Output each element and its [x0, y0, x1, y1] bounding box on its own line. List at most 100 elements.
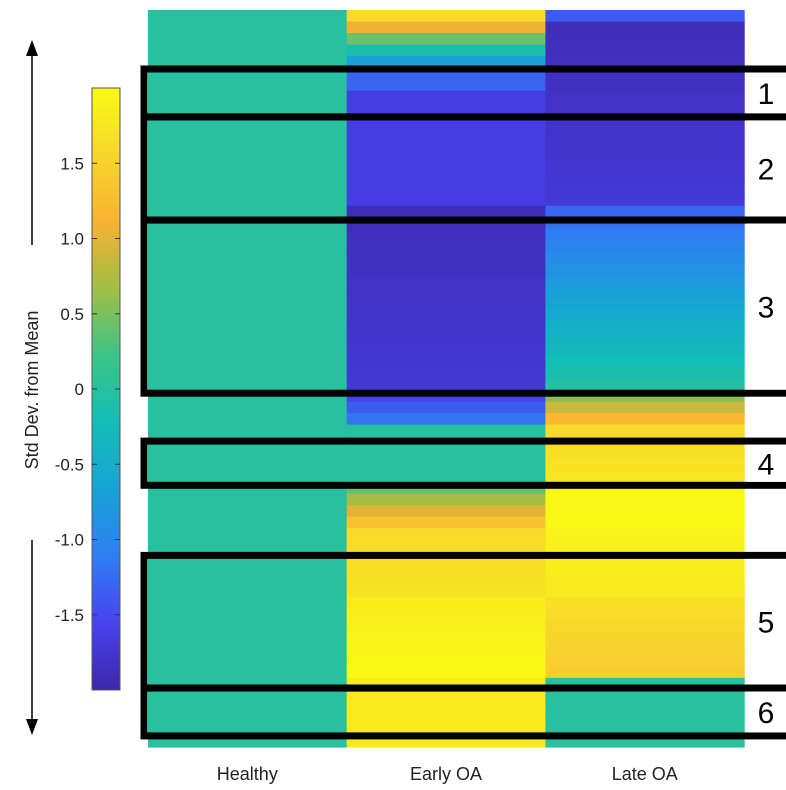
colorbar-tick-label: 1.0 [60, 230, 84, 249]
heatmap-cell [148, 631, 348, 644]
heatmap-cell [545, 620, 745, 633]
heatmap-cell [545, 297, 745, 311]
heatmap-cell [148, 320, 348, 334]
heatmap-cell [545, 366, 745, 380]
region-box [140, 684, 786, 740]
heatmap-cell [545, 470, 745, 483]
heatmap-cell [346, 574, 546, 587]
heatmap-cell [346, 643, 546, 656]
heatmap-cell [346, 447, 546, 460]
heatmap-cell [148, 689, 348, 702]
heatmap-cell [545, 712, 745, 725]
heatmap-cell [545, 274, 745, 287]
heatmap-cell [545, 689, 745, 702]
heatmap-cell [545, 228, 745, 241]
heatmap-cell [148, 343, 348, 357]
heatmap-cell [346, 585, 546, 598]
colorbar-tick-label: -1.5 [55, 606, 84, 625]
x-axis-label: Late OA [612, 764, 678, 784]
heatmap-cell [346, 378, 546, 391]
heatmap-cell [148, 620, 348, 633]
heatmap-cell [346, 251, 546, 264]
heatmap-cell [545, 148, 745, 161]
heatmap-cell [148, 712, 348, 725]
region-label-bg [747, 444, 786, 482]
heatmap-cell [346, 712, 546, 725]
heatmap-cell [148, 666, 348, 679]
heatmap-cell [545, 240, 745, 253]
heatmap-cell [545, 10, 745, 23]
colorbar-tick-label: -1.0 [55, 531, 84, 550]
heatmap-cell [545, 79, 745, 92]
heatmap-cell [545, 251, 745, 264]
heatmap-cell [346, 297, 546, 311]
heatmap-cell [545, 528, 745, 541]
heatmap-cell [545, 401, 745, 414]
heatmap-cell [148, 90, 348, 103]
heatmap-cell [545, 493, 745, 506]
heatmap-cell [545, 378, 745, 391]
heatmap-cell [148, 251, 348, 264]
heatmap-cell [545, 205, 745, 218]
heatmap-cell [148, 608, 348, 621]
heatmap-cell [545, 459, 745, 472]
heatmap-cell [346, 171, 546, 184]
region-label: 3 [758, 292, 775, 325]
heatmap-cell [346, 505, 546, 518]
heatmap-cell [148, 366, 348, 380]
heatmap-cell [346, 228, 546, 241]
heatmap-cell [346, 44, 546, 57]
colorbar-ticks: 1.5 1.0 0.5 0 -0.5 -1.0 -1.5 [55, 154, 120, 625]
heatmap-cell [346, 240, 546, 253]
heatmap-cell [545, 309, 745, 322]
heatmap-cell [148, 401, 348, 414]
heatmap-cell [545, 424, 745, 437]
heatmap-cell [346, 424, 546, 437]
heatmap-cell [148, 171, 348, 184]
heatmap-cell [148, 516, 348, 529]
heatmap-cell [545, 447, 745, 460]
heatmap-cell [545, 136, 745, 149]
heatmap-cell [148, 21, 348, 34]
heatmap-cell [545, 320, 745, 334]
heatmap-cell [545, 413, 745, 426]
heatmap-cell [148, 125, 348, 138]
heatmap-cell [346, 654, 546, 667]
heatmap-cell [346, 689, 546, 702]
heatmap-cell [545, 562, 745, 575]
heatmap-cell [545, 654, 745, 667]
region-label-bg [747, 120, 786, 217]
heatmap-cell [148, 447, 348, 460]
heatmap-cell [545, 355, 745, 368]
x-axis-label: Early OA [410, 764, 482, 784]
heatmap-cell [545, 343, 745, 357]
heatmap-cell [545, 332, 745, 345]
heatmap-cell [545, 125, 745, 138]
heatmap-cell [545, 21, 745, 34]
region-label: 5 [758, 607, 775, 640]
heatmap-cell [346, 413, 546, 426]
heatmap-cell [346, 10, 546, 23]
heatmap-cell [346, 79, 546, 92]
heatmap-cell [346, 159, 546, 172]
heatmap-cell [346, 136, 546, 149]
heatmap-cell [346, 516, 546, 529]
heatmap-cell [148, 10, 348, 23]
heatmap-cell [148, 585, 348, 598]
heatmap-cell [545, 539, 745, 552]
heatmap-cell [148, 562, 348, 575]
heatmap-cell [346, 631, 546, 644]
heatmap-cell [148, 44, 348, 57]
heatmap-cell [346, 205, 546, 218]
heatmap-cell [545, 182, 745, 195]
heatmap-cell [148, 378, 348, 391]
heatmap-cell [346, 263, 546, 276]
region-label: 4 [758, 448, 775, 481]
region-box [140, 437, 786, 489]
colorbar-tick-label: 1.5 [60, 154, 84, 173]
heatmap-cell [545, 90, 745, 103]
colorbar: 1.5 1.0 0.5 0 -0.5 -1.0 -1.5 [55, 87, 121, 691]
heatmap-cell [148, 654, 348, 667]
heatmap-cell [346, 148, 546, 161]
